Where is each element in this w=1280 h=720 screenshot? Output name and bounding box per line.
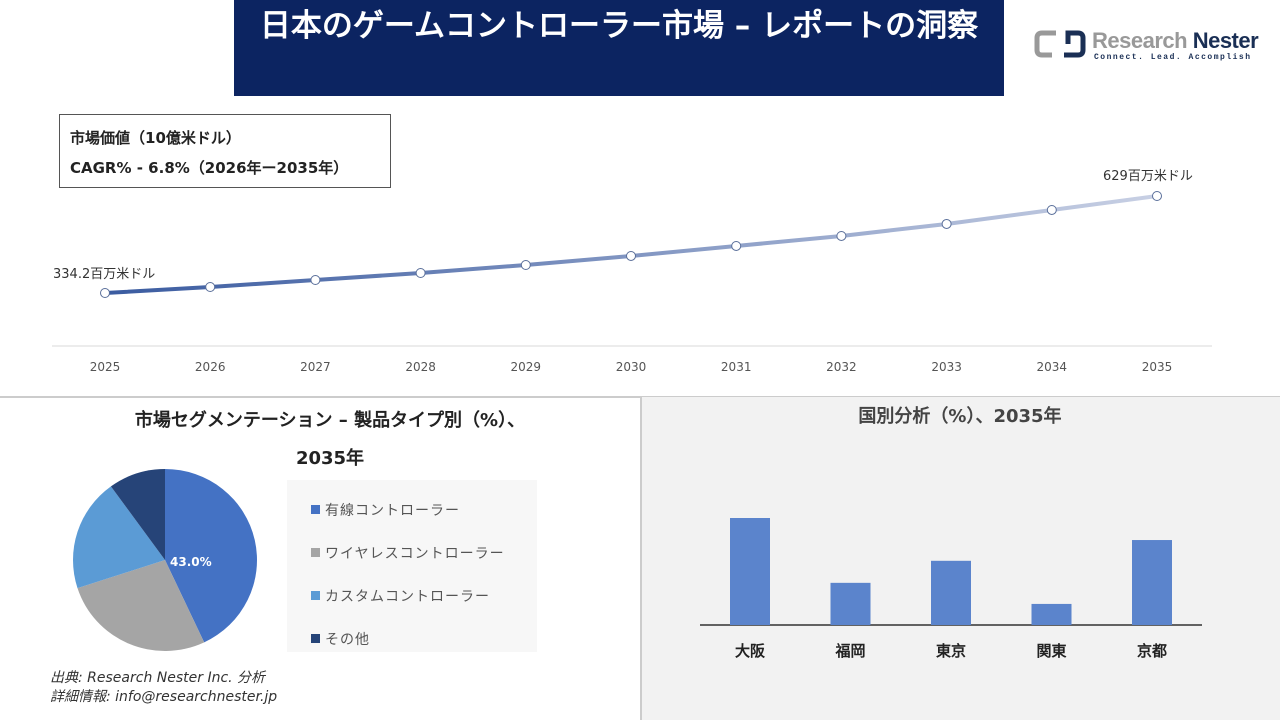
bar-chart-title: 国別分析（%）、2035年 [858, 406, 1062, 427]
data-point [205, 282, 216, 293]
logo-mark-icon [1034, 30, 1086, 58]
x-tick-label: 2031 [721, 360, 752, 374]
legend-swatch [311, 591, 320, 600]
pie-slice [110, 469, 165, 560]
data-point [836, 230, 847, 241]
logo-name: Research Nester [1092, 28, 1259, 54]
pie-slice [77, 560, 205, 651]
x-tick-label: 2033 [931, 360, 962, 374]
x-tick-label: 大阪 [735, 642, 766, 660]
pie-legend: 有線コントローラーワイヤレスコントローラー カスタムコントローラー その他 [287, 480, 537, 652]
data-point [520, 259, 531, 270]
data-point [941, 218, 952, 229]
bar [830, 582, 871, 625]
x-tick-label: 京都 [1137, 642, 1167, 660]
x-tick-label: 2032 [826, 360, 857, 374]
x-tick-label: 福岡 [834, 642, 865, 660]
data-point [626, 250, 636, 261]
market-info-box: 市場価値（10億米ドル） CAGR% - 6.8%（2026年ー2035年） [59, 114, 391, 188]
source-line: 出典: Research Nester Inc. 分析 [50, 670, 266, 686]
source-note: 出典: Research Nester Inc. 分析 詳細情報: info@r… [50, 669, 277, 707]
legend-label: カスタムコントローラー [325, 588, 490, 605]
pie-title-line2: 2035年 [295, 448, 365, 469]
legend-item: その他 [287, 617, 537, 660]
x-tick-label: 2025 [90, 360, 121, 374]
logo-name-1: Research [1092, 28, 1188, 53]
data-point [415, 267, 426, 278]
data-point [100, 288, 110, 298]
pie-data-label: 43.0% [170, 555, 212, 569]
legend-swatch [311, 634, 320, 643]
legend-item: カスタムコントローラー [287, 574, 537, 617]
data-point [731, 240, 742, 251]
contact-line: 詳細情報: info@researchnester.jp [50, 689, 278, 705]
x-tick-label: 東京 [936, 642, 966, 660]
legend-label: 有線コントローラー [325, 502, 460, 519]
x-tick-label: 2026 [195, 360, 226, 374]
legend-item: 有線コントローラー [287, 488, 537, 531]
research-nester-logo: Research Nester Connect. Lead. Accomplis… [1034, 26, 1259, 66]
x-tick-label: 2029 [511, 360, 542, 374]
first-value-label: 334.2百万米ドル [53, 267, 155, 282]
x-tick-label: 2030 [616, 360, 647, 374]
x-tick-label: 2034 [1037, 360, 1068, 374]
legend-label: ワイヤレスコントローラー [325, 545, 505, 562]
bar [1031, 603, 1072, 625]
x-tick-label: 2027 [300, 360, 331, 374]
last-value-label: 629百万米ドル [1103, 169, 1193, 184]
data-point [1152, 191, 1162, 201]
pie-slice [165, 469, 257, 643]
x-tick-label: 2035 [1142, 360, 1173, 374]
bar [730, 518, 770, 625]
market-value-label: 市場価値（10億米ドル） [70, 129, 241, 147]
logo-name-2: Nester [1192, 28, 1259, 53]
pie-chart-title: 市場セグメンテーション – 製品タイプ別（%）、 2035年 [40, 402, 620, 478]
cagr-label: CAGR% - 6.8%（2026年ー2035年） [70, 159, 349, 177]
pie-slice [73, 486, 165, 589]
data-point [310, 275, 321, 286]
legend-item: ワイヤレスコントローラー [287, 531, 537, 574]
country-bar-chart: 大阪 福岡 東京 関東 京都 [700, 518, 1202, 660]
bar [1132, 540, 1172, 625]
segment-pie-chart: 43.0% [73, 469, 257, 651]
data-point [1046, 204, 1057, 215]
legend-swatch [311, 505, 320, 514]
market-line-chart: 2025 2026 2027 2028 2029 2030 2031 2032 2033 2034… [52, 169, 1212, 374]
series-line [104, 194, 1158, 295]
logo-tagline: Connect. Lead. Accomplish [1094, 53, 1252, 62]
pie-title-line1: 市場セグメンテーション – 製品タイプ別（%）、 [134, 410, 526, 431]
x-tick-label: 関東 [1036, 642, 1066, 660]
legend-label: その他 [325, 631, 370, 648]
page-title: 日本のゲームコントローラー市場 – レポートの洞察 [234, 0, 1004, 96]
legend-swatch [311, 548, 320, 557]
x-tick-label: 2028 [405, 360, 436, 374]
bar [931, 560, 971, 625]
